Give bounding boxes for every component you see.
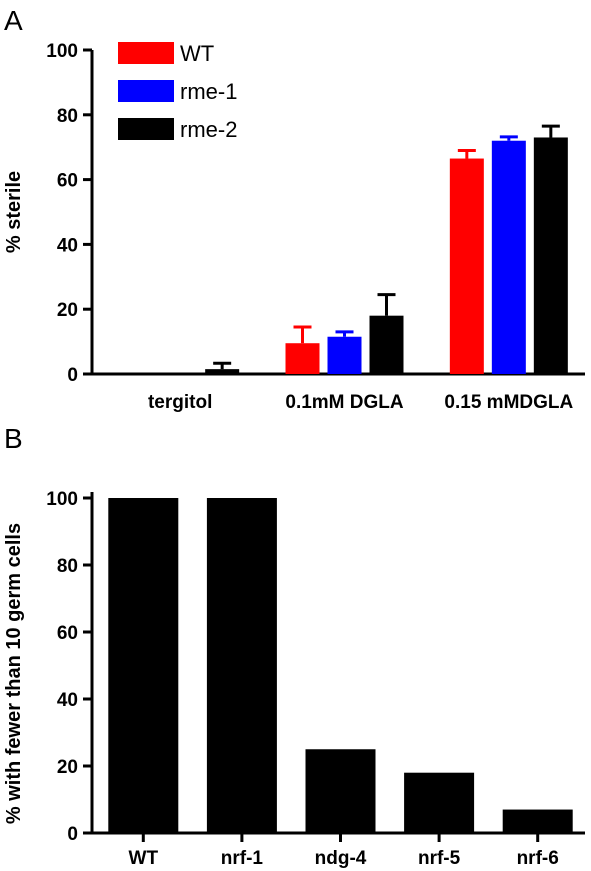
chart-b: 0 20 40 60 80 100 % with fewer than 10 germ ce… xyxy=(3,489,585,869)
y-tick-label: 40 xyxy=(57,690,78,711)
bar xyxy=(533,137,568,374)
bar xyxy=(449,158,484,374)
y-tick-label: 80 xyxy=(57,106,78,127)
y-tick-label: 0 xyxy=(67,365,78,386)
y-tick-label: 60 xyxy=(57,171,78,192)
legend-swatch xyxy=(118,118,174,140)
x-category-label: ndg-4 xyxy=(315,848,367,869)
y-tick-label: 40 xyxy=(57,235,78,256)
x-category-label: WT xyxy=(129,848,159,869)
y-tick-label: 0 xyxy=(67,824,78,845)
legend-swatch xyxy=(118,80,174,102)
y-axis-title: % sterile xyxy=(3,171,25,253)
panel-a-letter: A xyxy=(4,5,23,36)
y-tick-label: 100 xyxy=(46,41,78,62)
legend-label: WT xyxy=(180,41,214,66)
bar xyxy=(491,140,526,374)
bar xyxy=(305,749,376,833)
y-tick-label: 100 xyxy=(46,489,78,510)
x-category-label: 0.15 mMDGLA xyxy=(444,392,573,413)
x-category-label: nrf-5 xyxy=(418,848,461,869)
legend-label: rme-2 xyxy=(180,117,237,142)
x-category-label: nrf-6 xyxy=(517,848,559,869)
legend-label: rme-1 xyxy=(180,79,237,104)
bar xyxy=(404,772,475,833)
bar xyxy=(108,498,179,833)
x-category-label: tergitol xyxy=(148,392,212,413)
x-category-label: nrf-1 xyxy=(221,848,264,869)
bar xyxy=(502,809,573,833)
legend-swatch xyxy=(118,42,174,64)
y-tick-label: 80 xyxy=(57,556,78,577)
y-tick-label: 20 xyxy=(57,757,78,778)
bar xyxy=(206,498,277,833)
y-tick-label: 20 xyxy=(57,300,78,321)
bar xyxy=(205,369,240,374)
bar xyxy=(285,343,320,374)
panel-b-letter: B xyxy=(4,423,23,454)
x-category-label: 0.1mM DGLA xyxy=(285,392,404,413)
bar xyxy=(327,336,362,374)
y-tick-label: 60 xyxy=(57,623,78,644)
chart-a: 0 20 40 60 80 100 % sterile tergitol 0.1mM DGLA 0… xyxy=(3,41,585,413)
bar xyxy=(369,315,404,374)
y-axis-title: % with fewer than 10 germ cells xyxy=(3,523,25,824)
